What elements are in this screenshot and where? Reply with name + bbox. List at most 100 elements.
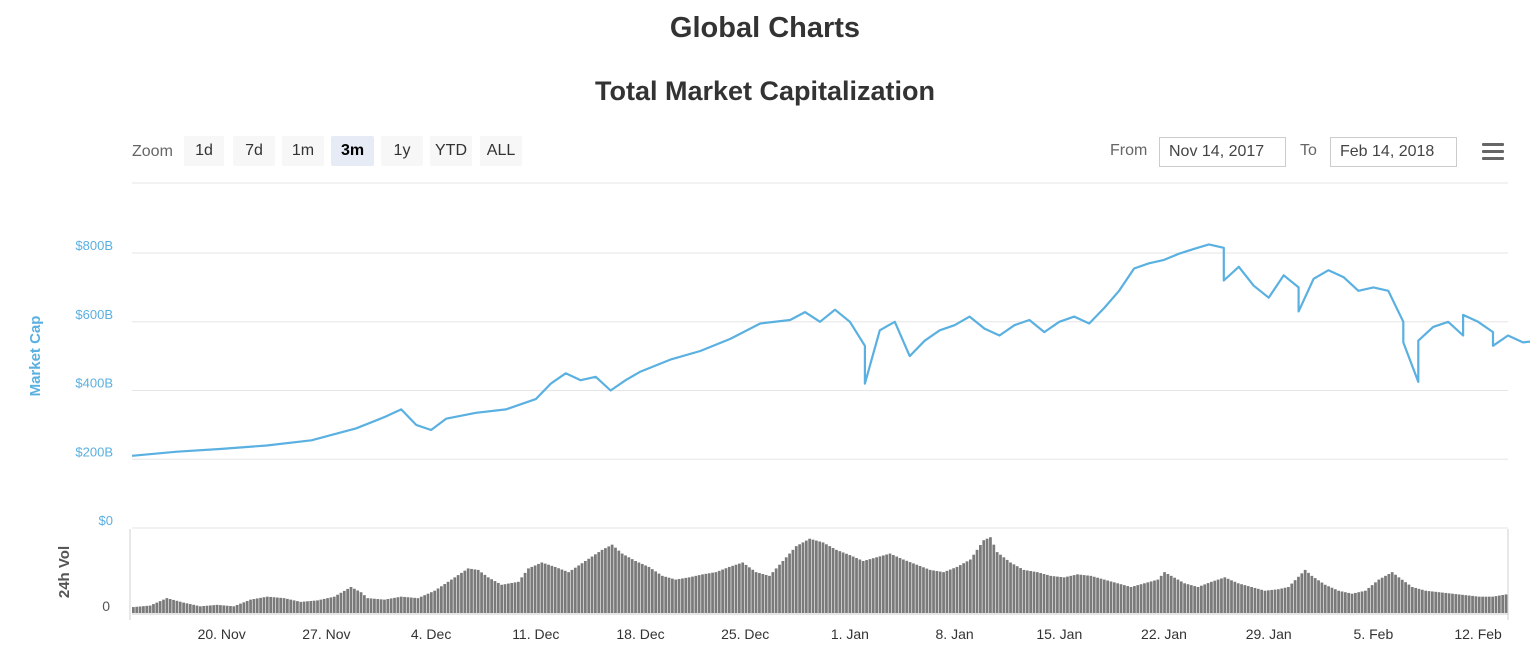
volume-bar (138, 606, 142, 613)
volume-bar (393, 597, 396, 613)
volume-bar (1293, 580, 1297, 613)
volume-bar (1183, 583, 1186, 613)
volume-bar (1350, 593, 1354, 613)
volume-bar (132, 607, 135, 613)
volume-bar (1410, 587, 1414, 613)
volume-bar (262, 597, 266, 613)
volume-bar (654, 571, 658, 613)
volume-bar (918, 566, 922, 613)
volume-bar (386, 599, 390, 613)
volume-bar (674, 579, 678, 613)
zoom-button-7d[interactable]: 7d (233, 136, 275, 166)
from-date-input[interactable]: Nov 14, 2017 (1159, 137, 1286, 167)
y-tick-label: $200B (75, 444, 113, 459)
volume-bar (701, 574, 704, 613)
volume-bar (744, 564, 748, 613)
volume-bar (517, 581, 520, 613)
volume-bar (1086, 575, 1089, 613)
volume-bar (798, 544, 801, 613)
volume-bar (205, 605, 209, 613)
volume-bar (533, 565, 537, 613)
volume-bar (687, 577, 691, 613)
volume-bar (1009, 562, 1012, 613)
volume-bar (1471, 595, 1474, 613)
volume-bar (1347, 592, 1351, 613)
volume-bar (741, 562, 745, 613)
volume-bar (1323, 584, 1327, 613)
zoom-button-1d[interactable]: 1d (184, 136, 224, 166)
volume-bar (1240, 584, 1243, 613)
zoom-button-1y[interactable]: 1y (381, 136, 423, 166)
volume-bar (145, 605, 149, 613)
volume-bar (962, 563, 966, 613)
market-cap-series-line[interactable] (131, 243, 1530, 457)
volume-bar (429, 592, 433, 613)
volume-bar (945, 570, 949, 613)
volume-bar (784, 557, 788, 613)
zoom-button-1m[interactable]: 1m (282, 136, 324, 166)
volume-bar (677, 579, 681, 613)
volume-bar (1400, 579, 1404, 613)
volume-bar (754, 572, 758, 613)
volume-bar (1243, 585, 1247, 613)
volume-bar (1354, 592, 1357, 613)
volume-bars (132, 537, 1508, 613)
volume-bar (774, 568, 778, 613)
volume-bar (527, 568, 530, 613)
to-date-input[interactable]: Feb 14, 2018 (1330, 137, 1457, 167)
volume-bar (1062, 577, 1066, 613)
volume-bar (624, 555, 627, 613)
volume-bar (647, 566, 651, 613)
x-tick-label: 15. Jan (1036, 626, 1082, 642)
volume-bar (1032, 571, 1036, 613)
volume-bar (1089, 575, 1093, 613)
volume-bar (513, 582, 517, 613)
volume-bar (684, 577, 688, 613)
volume-bar (794, 546, 798, 613)
x-tick-label: 20. Nov (198, 626, 246, 642)
zoom-button-3m[interactable]: 3m (331, 136, 374, 166)
volume-bar (1313, 578, 1317, 613)
volume-bar (289, 599, 293, 613)
x-tick-label: 5. Feb (1354, 626, 1394, 642)
hamburger-menu-icon[interactable] (1482, 143, 1504, 161)
volume-bar (1303, 569, 1307, 613)
volume-bar (995, 552, 999, 613)
x-tick-label: 4. Dec (411, 626, 451, 642)
volume-bar (1491, 596, 1495, 613)
volume-bar (222, 605, 226, 613)
volume-bar (1079, 574, 1083, 613)
volume-bar (209, 605, 212, 613)
volume-bar (1199, 585, 1203, 613)
volume-bar (975, 549, 979, 613)
zoom-button-all[interactable]: ALL (480, 136, 522, 166)
volume-bar (349, 587, 353, 613)
volume-bar (727, 566, 731, 613)
volume-bar (1066, 576, 1069, 613)
volume-bar (1049, 575, 1053, 613)
volume-bar (1112, 582, 1116, 613)
volume-bar (1082, 575, 1086, 613)
volume-bar (249, 599, 252, 613)
volume-bar (1441, 592, 1444, 613)
volume-bar (1116, 583, 1120, 613)
volume-bar (637, 562, 641, 613)
volume-bar (717, 570, 721, 613)
volume-bar (627, 557, 631, 613)
x-tick-label: 22. Jan (1141, 626, 1187, 642)
volume-bar (1059, 576, 1063, 613)
volume-bar (1133, 586, 1136, 613)
volume-bar (1340, 591, 1344, 613)
volume-bar (1129, 587, 1133, 613)
volume-bar (1096, 577, 1099, 613)
volume-bar (620, 553, 624, 613)
volume-bar (553, 566, 557, 613)
volume-bar (1420, 589, 1424, 613)
volume-bar (1360, 591, 1364, 613)
zoom-button-ytd[interactable]: YTD (430, 136, 472, 166)
volume-bar (1146, 582, 1150, 613)
volume-bar (567, 572, 570, 613)
volume-bar (855, 558, 858, 613)
volume-bar (1380, 577, 1384, 613)
volume-bar (272, 597, 276, 613)
